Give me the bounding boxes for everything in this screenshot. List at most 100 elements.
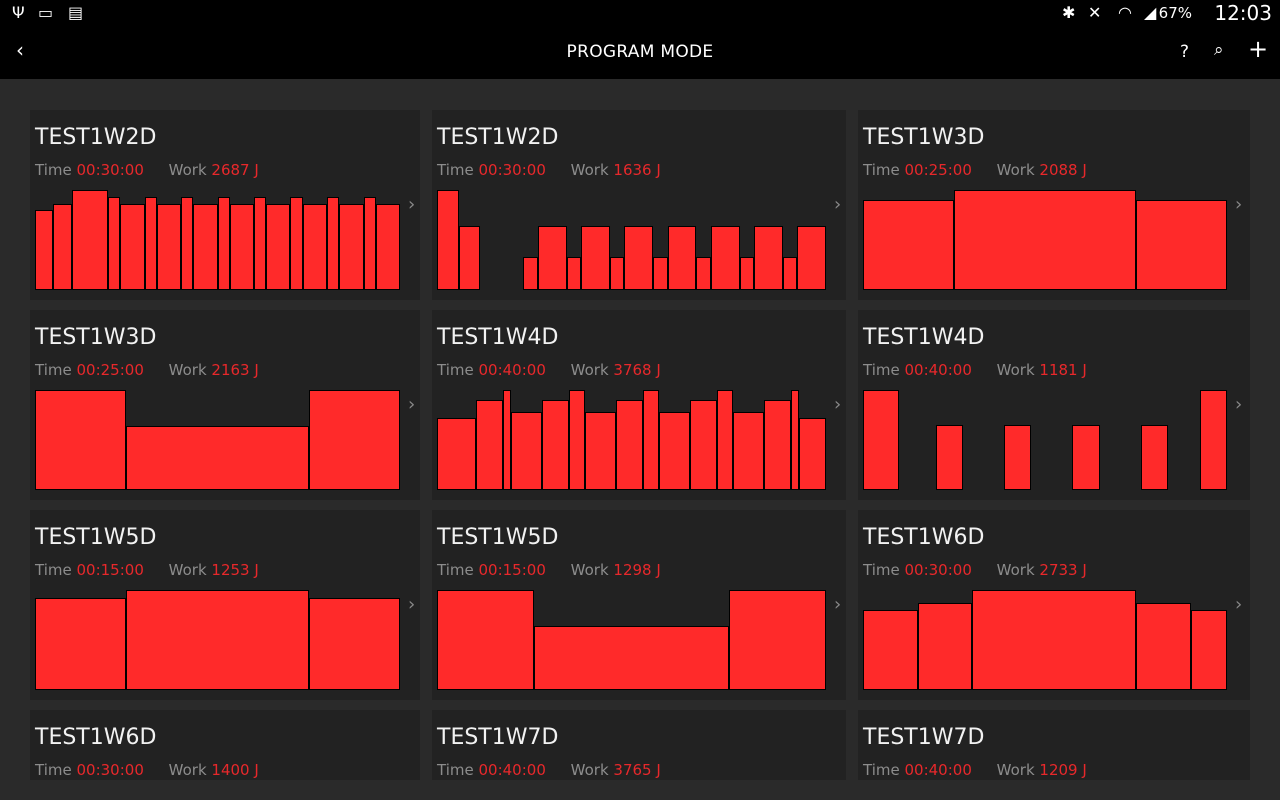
- work-label: Work: [168, 361, 207, 379]
- time-value: 00:25:00: [76, 361, 144, 379]
- time-label: Time: [863, 361, 900, 379]
- work-value: 1253 J: [211, 561, 259, 579]
- program-meta: Time 00:25:00 Work 2163 J: [35, 361, 259, 379]
- profile-segment: [690, 400, 717, 490]
- program-name: TEST1W2D: [35, 125, 157, 150]
- profile-segment: [290, 197, 303, 290]
- program-card[interactable]: TEST1W3D Time 00:25:00 Work 2088 J ›: [858, 110, 1250, 300]
- work-label: Work: [570, 561, 609, 579]
- profile-segment: [364, 197, 376, 290]
- program-meta: Time 00:40:00 Work 3768 J: [437, 361, 661, 379]
- program-meta: Time 00:40:00 Work 1209 J: [863, 761, 1087, 779]
- work-label: Work: [168, 761, 207, 779]
- profile-segment: [972, 590, 1136, 690]
- program-meta: Time 00:30:00 Work 1636 J: [437, 161, 661, 179]
- time-label: Time: [35, 361, 72, 379]
- program-profile-chart: [35, 190, 400, 290]
- chevron-right-icon[interactable]: ›: [408, 394, 416, 415]
- chevron-right-icon[interactable]: ›: [834, 194, 842, 215]
- time-value: 00:15:00: [478, 561, 546, 579]
- profile-segment: [1200, 390, 1227, 490]
- program-card[interactable]: TEST1W3D Time 00:25:00 Work 2163 J ›: [30, 310, 420, 500]
- time-label: Time: [863, 761, 900, 779]
- profile-segment: [783, 257, 797, 290]
- program-profile-chart: [863, 590, 1227, 690]
- profile-segment: [503, 390, 511, 490]
- screen-cast-icon: ▭: [38, 3, 54, 22]
- profile-segment: [624, 226, 653, 290]
- work-label: Work: [168, 561, 207, 579]
- status-bar: Ψ ▭ ▤ ✱ ✕ ◠ ◢ 67% 12:03: [0, 0, 1280, 26]
- profile-segment: [309, 598, 400, 690]
- program-card[interactable]: TEST1W7D Time 00:40:00 Work 3765 J: [432, 710, 846, 780]
- profile-segment: [585, 412, 616, 490]
- time-value: 00:40:00: [478, 761, 546, 779]
- profile-segment: [791, 390, 799, 490]
- chevron-right-icon[interactable]: ›: [408, 594, 416, 615]
- profile-segment: [918, 603, 972, 690]
- work-value: 1400 J: [211, 761, 259, 779]
- profile-segment: [303, 204, 327, 290]
- program-card[interactable]: TEST1W7D Time 00:40:00 Work 1209 J: [858, 710, 1250, 780]
- clock: 12:03: [1214, 1, 1272, 25]
- search-button[interactable]: ⌕: [1214, 40, 1224, 60]
- time-label: Time: [437, 761, 474, 779]
- chevron-right-icon[interactable]: ›: [834, 594, 842, 615]
- profile-segment: [437, 590, 534, 690]
- profile-segment: [120, 204, 145, 290]
- usb-icon: Ψ: [12, 3, 25, 22]
- program-card[interactable]: TEST1W4D Time 00:40:00 Work 1181 J ›: [858, 310, 1250, 500]
- profile-segment: [954, 190, 1136, 290]
- profile-segment: [254, 197, 266, 290]
- chevron-right-icon[interactable]: ›: [1235, 394, 1243, 415]
- work-value: 1636 J: [613, 161, 661, 179]
- program-meta: Time 00:40:00 Work 3765 J: [437, 761, 661, 779]
- program-card[interactable]: TEST1W6D Time 00:30:00 Work 1400 J: [30, 710, 420, 780]
- program-profile-chart: [437, 590, 826, 690]
- work-value: 1209 J: [1039, 761, 1087, 779]
- chevron-right-icon[interactable]: ›: [1235, 594, 1243, 615]
- time-value: 00:15:00: [76, 561, 144, 579]
- profile-segment: [711, 226, 740, 290]
- profile-segment: [1191, 610, 1227, 690]
- profile-segment: [696, 257, 711, 290]
- profile-segment: [863, 390, 899, 490]
- program-card[interactable]: TEST1W5D Time 00:15:00 Work 1253 J ›: [30, 510, 420, 700]
- program-card[interactable]: TEST1W4D Time 00:40:00 Work 3768 J ›: [432, 310, 846, 500]
- program-card[interactable]: TEST1W2D Time 00:30:00 Work 1636 J ›: [432, 110, 846, 300]
- program-profile-chart: [35, 390, 400, 490]
- program-card[interactable]: TEST1W2D Time 00:30:00 Work 2687 J ›: [30, 110, 420, 300]
- profile-segment: [108, 197, 120, 290]
- profile-segment: [740, 257, 754, 290]
- profile-segment: [581, 226, 610, 290]
- program-meta: Time 00:30:00 Work 2733 J: [863, 561, 1087, 579]
- chevron-right-icon[interactable]: ›: [834, 394, 842, 415]
- program-name: TEST1W5D: [35, 525, 157, 550]
- profile-segment: [643, 390, 659, 490]
- help-button[interactable]: ?: [1180, 42, 1190, 62]
- time-value: 00:40:00: [478, 361, 546, 379]
- time-label: Time: [437, 361, 474, 379]
- profile-segment: [1141, 425, 1168, 490]
- profile-segment: [936, 425, 963, 490]
- chevron-right-icon[interactable]: ›: [1235, 194, 1243, 215]
- back-button[interactable]: ‹: [16, 38, 24, 62]
- work-value: 2088 J: [1039, 161, 1087, 179]
- profile-segment: [797, 226, 826, 290]
- time-label: Time: [35, 761, 72, 779]
- program-grid: TEST1W2D Time 00:30:00 Work 2687 J › TEST…: [0, 79, 1280, 780]
- profile-segment: [754, 226, 783, 290]
- work-label: Work: [996, 761, 1035, 779]
- program-card[interactable]: TEST1W5D Time 00:15:00 Work 1298 J ›: [432, 510, 846, 700]
- app-bar: ‹ PROGRAM MODE ? ⌕ +: [0, 26, 1280, 79]
- work-label: Work: [570, 761, 609, 779]
- profile-segment: [764, 400, 791, 490]
- chevron-right-icon[interactable]: ›: [408, 194, 416, 215]
- time-label: Time: [863, 561, 900, 579]
- program-card[interactable]: TEST1W6D Time 00:30:00 Work 2733 J ›: [858, 510, 1250, 700]
- profile-segment: [729, 590, 826, 690]
- profile-segment: [327, 197, 339, 290]
- add-button[interactable]: +: [1248, 35, 1269, 63]
- program-name: TEST1W2D: [437, 125, 559, 150]
- time-value: 00:40:00: [904, 361, 972, 379]
